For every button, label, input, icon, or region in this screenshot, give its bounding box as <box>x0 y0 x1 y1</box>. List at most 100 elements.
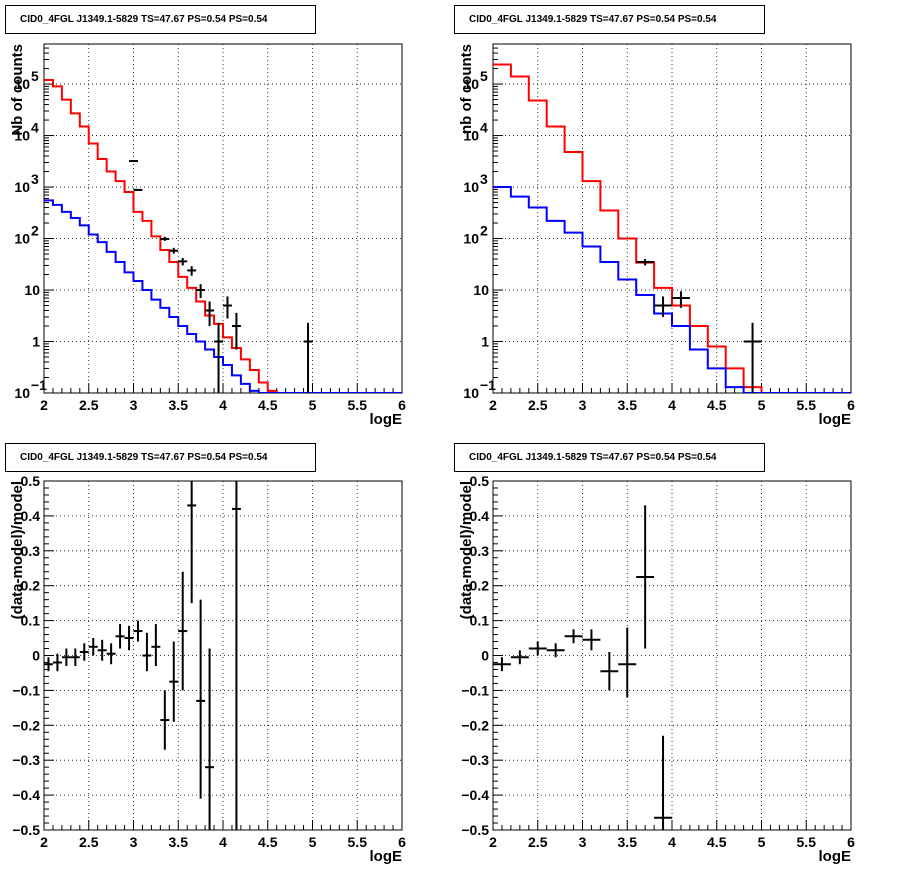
data-point <box>672 291 690 308</box>
x-tick-label: 6 <box>398 834 406 850</box>
data-point <box>160 690 170 750</box>
y-tick-label: 10 <box>463 385 479 401</box>
panel-counts-coarse: CID0_4FGL J1349.1-5829 TS=47.67 PS=0.54 … <box>449 0 898 437</box>
y-tick-label: 10 <box>473 282 489 298</box>
y-tick-label: −0.4 <box>461 787 489 803</box>
data-point <box>528 641 547 656</box>
y-tick-label: 10 <box>14 76 30 92</box>
panel-residuals-coarse: CID0_4FGL J1349.1-5829 TS=47.67 PS=0.54 … <box>449 438 898 875</box>
x-tick-label: 2.5 <box>79 834 99 850</box>
x-tick-label: 6 <box>847 834 855 850</box>
y-tick-exponent: 2 <box>480 223 488 239</box>
data-point <box>205 648 215 830</box>
data-point <box>151 624 161 666</box>
y-tick-label: 0.3 <box>21 543 41 559</box>
y-tick-label: 0.4 <box>21 508 41 524</box>
y-tick-label: −0.4 <box>12 787 40 803</box>
x-tick-label: 4 <box>219 834 227 850</box>
data-point <box>600 652 619 691</box>
plot-title: CID0_4FGL J1349.1-5829 TS=47.67 PS=0.54 … <box>5 5 316 34</box>
x-tick-label: 2 <box>40 834 48 850</box>
y-tick-label: 1 <box>481 334 489 350</box>
data-point <box>178 257 188 266</box>
x-tick-label: 2 <box>489 834 497 850</box>
y-tick-label: 0.3 <box>470 543 490 559</box>
x-tick-label: 2 <box>40 397 48 413</box>
y-axis-title: (data-model)/model <box>9 481 26 619</box>
histogram-series-red <box>493 63 851 393</box>
data-point <box>618 627 637 698</box>
data-point <box>546 643 565 658</box>
data-point <box>196 599 206 799</box>
x-tick-label: 2.5 <box>528 834 548 850</box>
data-point <box>636 259 655 266</box>
y-tick-label: 10 <box>463 231 479 247</box>
x-tick-label: 5 <box>309 834 317 850</box>
y-tick-label: 0 <box>481 648 489 664</box>
x-axis-title: logE <box>819 411 852 428</box>
x-tick-label: 2 <box>489 397 497 413</box>
data-point <box>187 266 197 276</box>
data-point <box>196 284 206 298</box>
data-point <box>510 650 529 665</box>
y-tick-label: 10 <box>14 231 30 247</box>
x-tick-label: 5 <box>758 397 766 413</box>
data-point <box>231 481 241 830</box>
data-point <box>493 657 511 672</box>
x-tick-label: 4 <box>219 397 227 413</box>
data-point <box>160 236 170 241</box>
histogram-series-red <box>44 78 402 393</box>
x-tick-label: 4 <box>668 397 676 413</box>
data-point <box>133 620 143 642</box>
x-tick-label: 5.5 <box>348 834 368 850</box>
data-point <box>214 322 223 393</box>
y-tick-label: 0.5 <box>470 473 490 489</box>
data-point <box>178 571 188 691</box>
x-tick-label: 5.5 <box>348 397 368 413</box>
x-tick-label: 4.5 <box>707 834 727 850</box>
y-tick-exponent: 5 <box>480 68 488 84</box>
data-point <box>564 629 583 644</box>
y-tick-label: −0.3 <box>461 752 489 768</box>
y-tick-label: 0.1 <box>470 613 490 629</box>
data-point <box>129 160 138 163</box>
y-tick-exponent: −1 <box>31 377 47 393</box>
data-point <box>231 312 241 350</box>
x-axis-title: logE <box>370 411 403 428</box>
y-tick-label: 10 <box>24 282 40 298</box>
data-point <box>654 296 672 317</box>
data-point <box>636 505 655 649</box>
data-point <box>654 735 672 830</box>
y-tick-exponent: 2 <box>31 223 39 239</box>
x-tick-label: 5.5 <box>797 397 817 413</box>
panel-counts-fine: CID0_4FGL J1349.1-5829 TS=47.67 PS=0.54 … <box>0 0 449 437</box>
y-tick-exponent: 5 <box>31 68 39 84</box>
x-tick-label: 6 <box>398 397 406 413</box>
data-point <box>223 296 232 319</box>
data-point <box>582 629 601 651</box>
data-point <box>97 639 107 661</box>
data-point <box>133 188 143 191</box>
data-point <box>169 247 179 254</box>
x-tick-label: 5.5 <box>797 834 817 850</box>
data-point <box>205 301 215 327</box>
plot-area: 2 2.5 3 3.5 4 4.5 5 5.5 6 −0.5 −0.4 −0.3 −0.2 −0.1 0 0.… <box>458 473 855 865</box>
data-point <box>303 322 313 393</box>
data-point <box>115 624 125 649</box>
y-tick-label: 0.4 <box>470 508 490 524</box>
y-tick-label: 10 <box>14 179 30 195</box>
y-tick-label: 10 <box>463 76 479 92</box>
data-point <box>70 648 80 666</box>
data-point <box>52 653 62 672</box>
x-tick-label: 4.5 <box>258 834 278 850</box>
x-tick-label: 3 <box>130 834 138 850</box>
histogram-series-blue <box>44 199 402 393</box>
x-tick-label: 3.5 <box>169 397 189 413</box>
plot-title: CID0_4FGL J1349.1-5829 TS=47.67 PS=0.54 … <box>454 443 765 472</box>
data-point <box>169 641 179 722</box>
x-tick-label: 3 <box>579 834 587 850</box>
y-tick-exponent: 4 <box>31 120 39 136</box>
y-axis-title: (data-model)/model <box>458 481 475 619</box>
y-tick-label: −0.5 <box>12 822 40 838</box>
